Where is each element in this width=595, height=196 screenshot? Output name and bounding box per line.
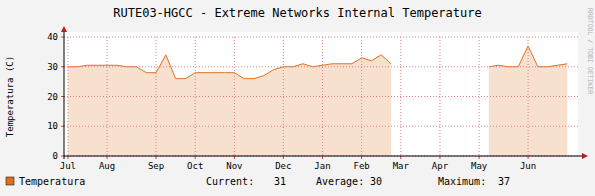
x-tick-label: Apr xyxy=(432,161,449,171)
y-tick-label: 20 xyxy=(47,92,58,102)
y-tick-label: 30 xyxy=(47,62,58,72)
grid-line xyxy=(439,37,440,156)
grid-line xyxy=(64,66,578,67)
grid-line xyxy=(195,37,196,156)
x-axis xyxy=(64,156,584,157)
y-arrow xyxy=(61,26,67,32)
x-tick-label: Mar xyxy=(393,161,410,171)
x-tick-label: Jan xyxy=(314,161,330,171)
x-tick-label: Jul xyxy=(60,161,76,171)
grid-line xyxy=(67,37,68,156)
grid-line xyxy=(283,37,284,156)
x-tick-label: Feb xyxy=(353,161,369,171)
y-tick-label: 40 xyxy=(47,32,58,42)
stat-value: 30 xyxy=(370,176,382,187)
background xyxy=(0,0,595,196)
plot-area xyxy=(64,32,578,156)
stat-value: 37 xyxy=(498,176,510,187)
stat-value: 31 xyxy=(274,176,286,187)
y-tick-label: 0 xyxy=(53,151,58,161)
grid-line xyxy=(64,126,578,127)
grid-line xyxy=(64,96,578,97)
grid-line xyxy=(479,37,480,156)
stat-label: Average: xyxy=(316,176,364,187)
y-tick-label: 10 xyxy=(47,121,58,131)
x-tick-label: Jun xyxy=(520,161,536,171)
grid-line xyxy=(64,37,578,38)
grid-line xyxy=(234,37,235,156)
x-tick-label: Aug xyxy=(99,161,115,171)
x-tick-label: Dec xyxy=(275,161,291,171)
chart: RUTE03-HGCC - Extreme Networks Internal … xyxy=(0,0,595,196)
series-line xyxy=(68,46,567,79)
x-arrow xyxy=(582,153,588,159)
x-tick-label: May xyxy=(471,161,488,171)
grid-line xyxy=(528,37,529,156)
legend-label: Temperatura xyxy=(19,176,85,187)
x-tick-label: Nov xyxy=(226,161,242,171)
grid-line xyxy=(400,37,401,156)
x-tick-label: Sep xyxy=(148,161,164,171)
y-axis-label: Temperatura (C) xyxy=(5,56,15,137)
legend-swatch xyxy=(6,177,14,185)
stat-label: Current: xyxy=(206,176,254,187)
series-area xyxy=(68,46,567,156)
data-group xyxy=(68,46,567,156)
title: RUTE03-HGCC - Extreme Networks Internal … xyxy=(113,6,481,20)
grid-line xyxy=(361,37,362,156)
grid-line xyxy=(107,37,108,156)
watermark: RRDTOOL / TOBI OETIKER xyxy=(586,8,594,94)
grid-line xyxy=(156,37,157,156)
stat-label: Maximum: xyxy=(438,176,486,187)
y-axis xyxy=(64,30,65,159)
grid-line xyxy=(322,37,323,156)
x-tick-label: Oct xyxy=(187,161,203,171)
